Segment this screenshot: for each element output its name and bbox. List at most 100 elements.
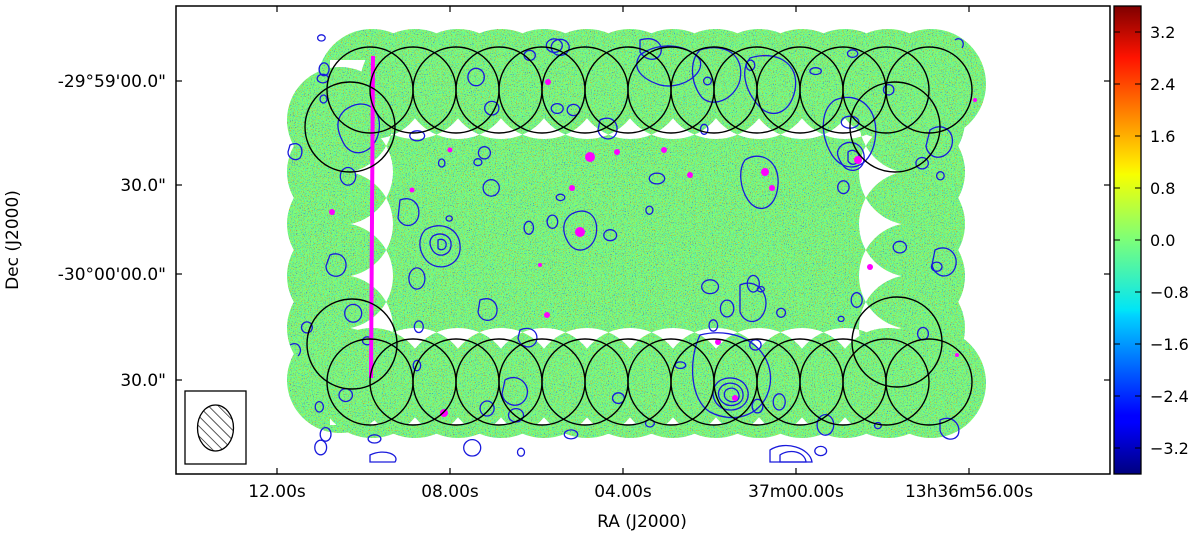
source-marker <box>973 98 977 102</box>
contour-line <box>397 198 420 227</box>
contour-blob <box>745 59 756 71</box>
pointing-circle <box>851 296 943 388</box>
contour-blob <box>809 67 822 76</box>
source-marker <box>867 264 873 270</box>
contour-line <box>691 332 772 419</box>
contour-line <box>639 38 662 60</box>
contour-blob <box>846 49 859 59</box>
contour-blob <box>479 400 495 417</box>
y-tick-label: -30°00'00.0" <box>58 265 166 285</box>
contour-blob <box>318 62 330 77</box>
contour-line <box>769 445 813 463</box>
contour-blob <box>413 320 424 334</box>
beam-inset <box>184 390 247 465</box>
contour-blob <box>751 398 764 414</box>
source-marker <box>409 187 415 193</box>
colorbar-tick-label: 1.6 <box>1150 127 1175 146</box>
contour-blob <box>935 171 945 181</box>
y-tick-label: 30.0" <box>120 371 166 391</box>
y-tick-label: -29°59'00.0" <box>58 72 166 92</box>
contour-blob <box>550 102 564 115</box>
contour-blob <box>300 321 313 334</box>
source-marker <box>329 209 335 215</box>
pointing-circles <box>304 46 973 426</box>
colorbar-tick-label: −2.4 <box>1150 387 1189 406</box>
contour-blob <box>412 359 422 372</box>
source-marker <box>955 353 959 357</box>
colorbar-tick-label: 0.0 <box>1150 231 1175 250</box>
contour-blob <box>546 214 559 229</box>
contour-blob <box>701 279 720 295</box>
plot-frame <box>175 5 1111 475</box>
contour-blob <box>772 393 786 411</box>
contour-line <box>744 54 797 114</box>
contour-line <box>437 238 447 251</box>
contour-blob <box>648 172 666 185</box>
contour-blob <box>367 434 382 444</box>
source-marker <box>545 79 551 85</box>
contour-blob <box>699 123 709 135</box>
source-markers <box>329 79 977 417</box>
pointing-circle <box>304 81 396 173</box>
pointing-circle <box>885 338 973 426</box>
contour-line <box>723 387 740 403</box>
contour-blob <box>674 361 687 370</box>
source-marker <box>687 172 693 178</box>
contour-blob <box>339 166 357 186</box>
beam-ellipse <box>196 404 235 452</box>
contour-line <box>325 253 347 277</box>
contour-blob <box>563 429 579 440</box>
contour-line <box>501 376 529 406</box>
contour-blob <box>930 261 943 272</box>
x-axis-label: RA (J2000) <box>597 512 687 532</box>
contour-blob <box>814 445 828 457</box>
contour-blob <box>892 240 908 254</box>
contour-blob <box>603 229 618 242</box>
source-marker <box>761 168 769 176</box>
x-tick-label: 08.00s <box>421 482 479 502</box>
contour-line <box>597 117 618 140</box>
source-marker <box>732 395 738 401</box>
contour-blob <box>776 307 787 318</box>
source-marker <box>715 339 721 345</box>
source-marker <box>447 147 453 153</box>
pointing-circle <box>885 46 973 134</box>
contour-blob <box>482 179 500 197</box>
colorbar-tick-label: 2.4 <box>1150 75 1175 94</box>
source-marker <box>585 152 595 162</box>
source-marker <box>854 156 862 164</box>
contour-line <box>287 143 303 161</box>
contour-line <box>636 45 702 87</box>
x-tick-label: 13h36m56.00s <box>905 482 1033 502</box>
contour-line <box>954 38 964 49</box>
contour-blob <box>837 180 850 195</box>
contour-line <box>739 282 767 323</box>
pointing-circle <box>306 298 398 390</box>
contour-blob <box>319 94 328 104</box>
source-marker <box>544 312 550 318</box>
source-marker <box>614 149 620 155</box>
contour-blob <box>545 38 563 53</box>
source-marker <box>440 409 448 417</box>
x-tick-label: 12.00s <box>248 482 306 502</box>
colorbar-tick-label: −1.6 <box>1150 335 1189 354</box>
contour-blob <box>314 439 328 456</box>
x-tick-label: 37m00.00s <box>748 482 844 502</box>
plot-area <box>287 28 986 463</box>
source-marker <box>575 227 585 237</box>
source-marker <box>569 185 575 191</box>
x-tick-label: 04.00s <box>594 482 652 502</box>
contour-blob <box>473 158 483 167</box>
contour-line <box>369 451 397 463</box>
contour-blob <box>445 215 453 222</box>
colorbar: 3.2 2.4 1.6 0.8 0.0 −0.8 −1.6 −2.4 −3.2 <box>1113 5 1189 475</box>
contour-layer <box>287 34 964 463</box>
colorbar-tick-label: −0.8 <box>1150 283 1189 302</box>
contour-blob <box>746 274 760 293</box>
contour-blob <box>316 34 326 42</box>
contour-blob <box>477 146 492 160</box>
contour-blob <box>882 83 895 96</box>
colorbar-tick-label: 0.8 <box>1150 179 1175 198</box>
contour-blob <box>437 158 446 168</box>
